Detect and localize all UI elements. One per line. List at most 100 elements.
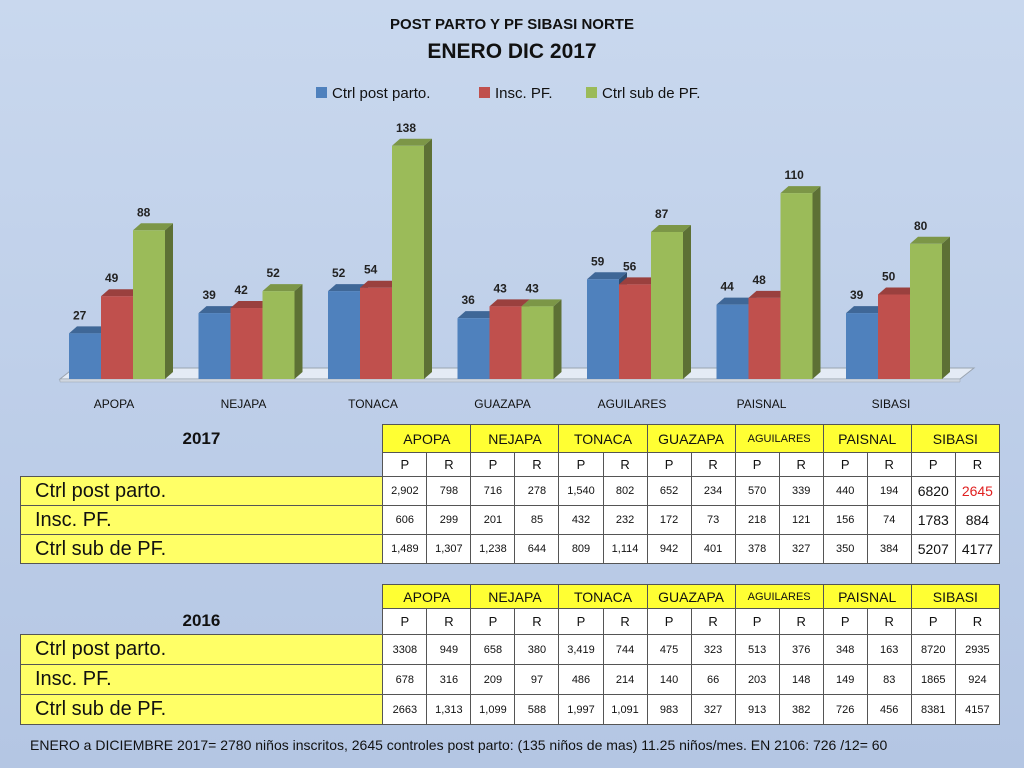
x-tick-label: NEJAPA xyxy=(221,397,267,411)
table-cell: 149 xyxy=(822,664,868,695)
bar xyxy=(133,230,165,379)
legend-swatch xyxy=(479,87,490,98)
x-tick-label: PAISNAL xyxy=(737,397,787,411)
table-cell: 323 xyxy=(690,634,736,665)
bar-side xyxy=(294,284,303,379)
bar xyxy=(619,284,651,379)
table-cell: 382 xyxy=(778,694,824,725)
bar-top xyxy=(392,138,432,146)
bar-top xyxy=(101,289,141,297)
table-cell: 644 xyxy=(514,534,560,564)
bar-data-label: 39 xyxy=(850,288,864,302)
legend-swatch xyxy=(316,87,327,98)
row-label: Ctrl sub de PF. xyxy=(19,694,384,725)
row-label: Ctrl post parto. xyxy=(19,476,384,506)
empty-cell xyxy=(21,453,383,477)
bar-top xyxy=(262,284,303,292)
r-header: R xyxy=(778,452,824,477)
table-cell: 1,540 xyxy=(558,476,604,506)
table-cell: 327 xyxy=(778,534,824,564)
p-header: P xyxy=(910,452,956,477)
table-cell: 606 xyxy=(382,505,428,535)
site-header: TONACA xyxy=(558,584,648,609)
bar-data-label: 43 xyxy=(494,281,508,295)
p-header: P xyxy=(822,608,868,635)
chart-data-labels: 27 49 88 39 42 52 52 54 138 36 43 43 59 56 87 44 48 110 39… xyxy=(73,121,928,323)
table-cell: 350 xyxy=(822,534,868,564)
floor-front xyxy=(59,378,961,383)
table-header-row: 2017 APOPA NEJAPA TONACA GUAZAPA AGUILAR… xyxy=(21,424,1001,453)
table-cell: 1,489 xyxy=(382,534,428,564)
x-tick-label: SIBASI xyxy=(872,397,911,411)
legend-label: Insc. PF. xyxy=(495,85,553,102)
bar-top xyxy=(198,306,239,314)
site-header: AGUILARES xyxy=(734,424,824,453)
table-cell: 456 xyxy=(866,694,912,725)
bar xyxy=(69,333,101,379)
bar-side xyxy=(424,138,432,379)
bar-top xyxy=(230,301,271,309)
total-cell: 924 xyxy=(954,664,1001,695)
table-cell: 172 xyxy=(646,505,692,535)
table-cell: 97 xyxy=(514,664,560,695)
bar-top xyxy=(651,224,691,232)
bar-side xyxy=(165,223,173,379)
chart-x-ticks: APOPA NEJAPA TONACA GUAZAPA AGUILARES PAISNAL… xyxy=(94,397,911,411)
table-cell: 194 xyxy=(866,476,912,506)
table-cell: 440 xyxy=(822,476,868,506)
bar xyxy=(360,287,392,379)
table-cell: 66 xyxy=(690,664,736,695)
table-cell: 278 xyxy=(514,476,560,506)
table-cell: 209 xyxy=(470,664,516,695)
row-label: Ctrl post parto. xyxy=(19,634,384,665)
bar xyxy=(780,193,813,379)
bar-top xyxy=(716,297,757,305)
site-header: PAISNAL xyxy=(822,584,912,609)
bar-data-label: 27 xyxy=(73,308,87,322)
r-header: R xyxy=(602,452,648,477)
table-year: 2016 xyxy=(182,611,221,631)
table-cell: 1,313 xyxy=(426,694,472,725)
bar-top xyxy=(521,299,562,307)
table-row: Insc. PF. 678 316 209 97 486 214 140 66 … xyxy=(19,664,1001,695)
site-header: APOPA xyxy=(382,424,472,453)
bar-side xyxy=(942,236,950,379)
p-header: P xyxy=(382,452,428,477)
bar-data-label: 87 xyxy=(655,207,669,221)
table-cell: 3308 xyxy=(382,634,428,665)
bar-data-label: 43 xyxy=(526,281,540,295)
total-cell: 6820 xyxy=(910,476,956,506)
r-header: R xyxy=(426,608,472,635)
table-cell: 163 xyxy=(866,634,912,665)
r-header: R xyxy=(954,608,1001,635)
table-cell: 1,091 xyxy=(602,694,648,725)
table-cell: 2663 xyxy=(382,694,428,725)
total-cell: 5207 xyxy=(910,534,956,564)
chart-title: POST PARTO Y PF SIBASI NORTE xyxy=(390,16,634,33)
table-cell: 380 xyxy=(514,634,560,665)
bar-chart: POST PARTO Y PF SIBASI NORTE ENERO DIC 2… xyxy=(58,16,976,411)
total-cell: 1783 xyxy=(910,505,956,535)
r-header: R xyxy=(514,608,560,635)
table-cell: 949 xyxy=(426,634,472,665)
table-cell: 83 xyxy=(866,664,912,695)
r-header: R xyxy=(954,452,1001,477)
p-header: P xyxy=(558,452,604,477)
table-cell: 658 xyxy=(470,634,516,665)
bar xyxy=(489,306,522,379)
bar-data-label: 42 xyxy=(235,283,249,297)
bar xyxy=(521,306,554,379)
bar-data-label: 88 xyxy=(137,205,151,219)
r-header: R xyxy=(426,452,472,477)
bar xyxy=(328,291,360,379)
bar-top xyxy=(69,326,109,334)
site-header: AGUILARES xyxy=(734,584,824,609)
bar-data-label: 56 xyxy=(623,259,637,273)
x-tick-label: AGUILARES xyxy=(598,397,667,411)
table-cell: 1,238 xyxy=(470,534,516,564)
bar xyxy=(392,145,424,379)
bar-top xyxy=(910,236,950,244)
bar xyxy=(878,294,910,379)
table-cell: 348 xyxy=(822,634,868,665)
